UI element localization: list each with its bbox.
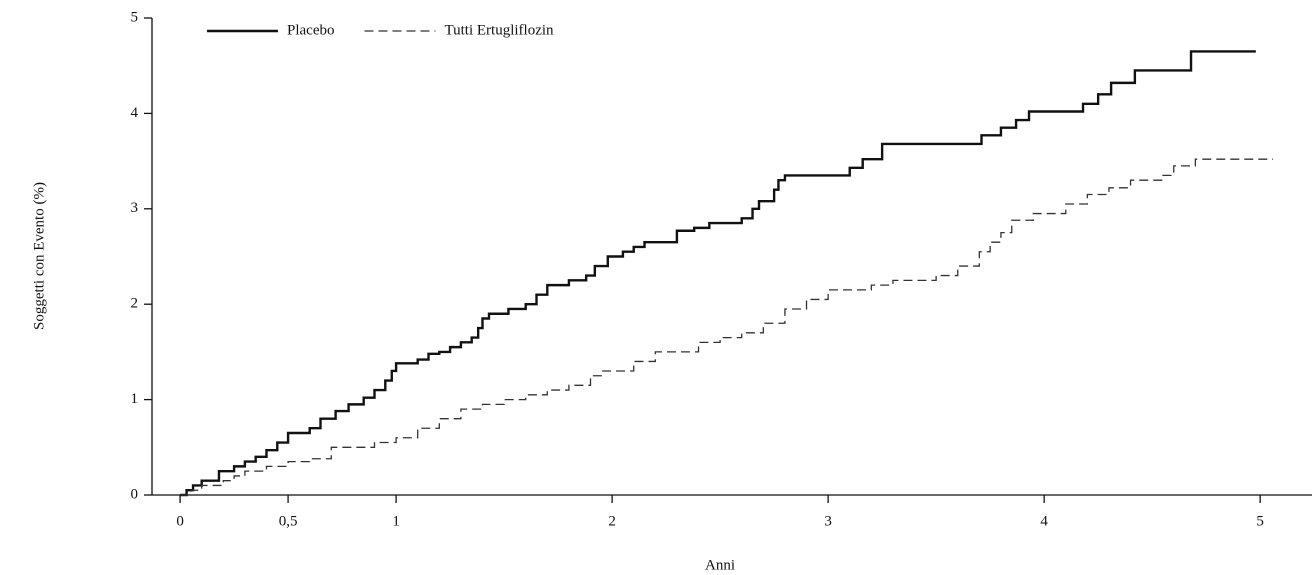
x-tick-label: 1	[392, 513, 400, 529]
x-tick-label: 3	[824, 513, 832, 529]
x-tick-label: 4	[1040, 513, 1048, 529]
y-tick-label: 3	[131, 200, 139, 216]
y-tick-label: 5	[131, 9, 139, 25]
series-line	[180, 50, 1256, 497]
x-tick-label: 0,5	[279, 513, 298, 529]
legend-label: Tutti Ertugliflozin	[444, 22, 554, 38]
y-tick-label: 4	[131, 105, 139, 121]
series-line	[180, 158, 1274, 496]
x-tick-label: 2	[608, 513, 616, 529]
legend-label: Placebo	[287, 22, 334, 38]
x-axis-label: Anni	[705, 557, 735, 573]
y-tick-label: 1	[131, 391, 139, 407]
y-tick-label: 2	[131, 296, 139, 312]
y-tick-label: 0	[131, 486, 139, 502]
x-tick-label: 0	[176, 513, 184, 529]
y-axis-label: Soggetti con Evento (%)	[31, 182, 47, 330]
x-tick-label: 5	[1256, 513, 1264, 529]
